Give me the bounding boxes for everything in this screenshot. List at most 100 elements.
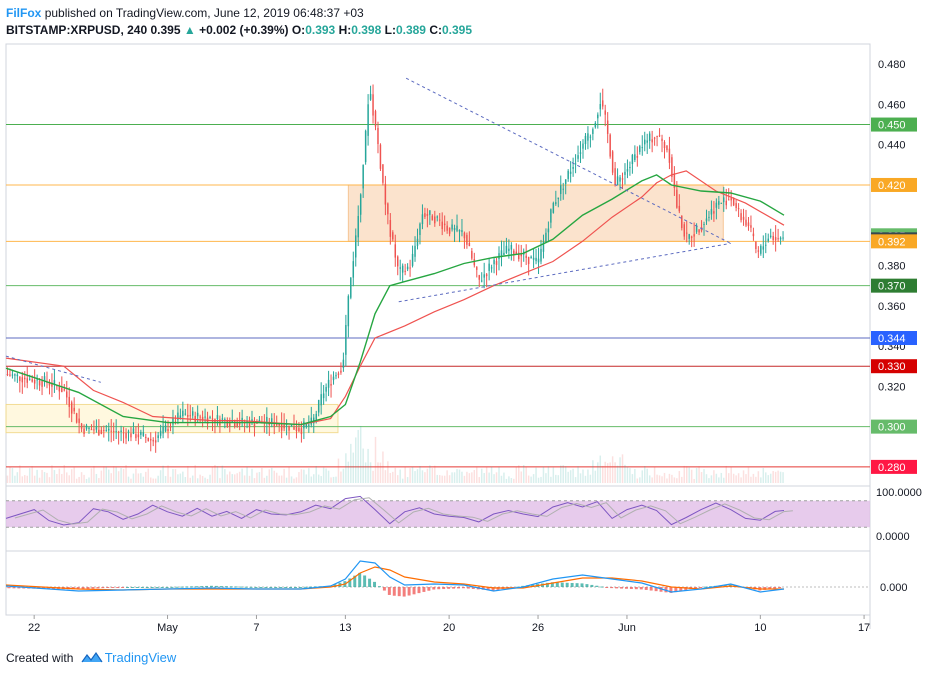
candle-body [582,143,584,149]
volume-bar [322,467,325,483]
volume-bar [441,475,443,483]
volume-bar [108,469,110,483]
volume-bar [708,478,710,483]
candle-body [760,245,762,254]
candle-body [710,209,713,215]
macd-histogram-bar [674,587,678,593]
macd-histogram-bar [111,587,115,588]
macd-histogram-bar [432,587,436,590]
volume-bar [271,467,273,483]
volume-bar [663,472,666,483]
volume-bar [229,471,231,483]
price-badge-label: 0.392 [878,236,906,248]
volume-bar [112,466,115,483]
candle-body [461,230,463,233]
macd-histogram-bar [669,587,673,593]
price-badge-label: 0.420 [878,180,906,192]
macd-histogram-bar [150,587,154,588]
candle-body [500,250,503,258]
volume-bar [572,468,574,483]
volume-bar [275,472,278,483]
candle-body [80,423,83,429]
volume-bar [698,466,700,483]
candle-body [505,245,508,254]
candle-body [409,267,411,269]
volume-bar [727,473,730,483]
candle-body [11,374,14,376]
macd-histogram-bar [229,586,233,588]
volume-bar [424,472,426,483]
volume-bar [614,462,616,483]
price-badge-label: 0.370 [878,281,906,293]
candle-body [377,127,379,145]
volume-bar [187,466,189,483]
volume-bar [219,478,221,483]
volume-bar [317,474,320,483]
candle-body [305,423,308,428]
candle-body [105,430,108,432]
candle-body [579,152,582,154]
moving-average-green [5,174,785,426]
volume-bar [233,474,236,483]
candle-body [626,169,629,172]
candle-body [777,238,779,240]
candle-body [177,412,179,421]
candle-body [688,234,690,239]
volume-bar [103,466,105,483]
macd-histogram-bar [620,587,624,589]
volume-bar [241,468,243,483]
macd-histogram-bar [605,587,609,588]
volume-bar [142,476,145,483]
low-value: 0.389 [395,23,426,37]
candle-body [476,267,478,270]
trendline-1 [398,242,731,303]
volume-bar [505,478,508,483]
macd-histogram-bar [457,587,460,589]
volume-bar [646,468,648,483]
candle-body [695,225,698,232]
candle-body [293,426,295,430]
volume-bar [643,466,646,483]
volume-bar [157,475,159,483]
candle-body [33,379,36,384]
macd-histogram-bar [313,586,317,588]
candle-body [145,436,147,439]
volume-bar [493,474,495,483]
macd-histogram-bar [130,587,134,588]
symbol-label: BITSTAMP:XRPUSD, 240 [6,23,148,37]
candle-body [436,216,438,218]
volume-bar [503,472,505,483]
candle-body [266,416,268,423]
macd-histogram-bar [363,575,367,587]
candle-body [720,202,723,204]
macd-histogram-bar [422,587,426,592]
candle-body [705,218,708,222]
candle-body [629,167,631,169]
candle-body [621,178,624,180]
macd-histogram-bar [165,587,169,588]
candle-body [584,135,587,145]
volume-bar [653,466,656,483]
price-chart[interactable]: 0.4800.4600.4400.3800.3600.3400.3200.450… [0,0,939,645]
volume-bar [295,477,298,483]
macd-histogram-bar [274,587,278,588]
candle-body [130,433,132,438]
candle-body [31,379,33,382]
candle-body [162,426,164,434]
time-tick-label: 13 [339,622,351,634]
candle-body [95,427,98,430]
candle-body [63,389,66,391]
volume-bar [362,448,364,483]
macd-signal-line [5,566,784,591]
volume-bar [313,474,315,483]
volume-bar [201,475,204,483]
author-name[interactable]: FilFox [6,6,42,20]
candle-body [345,325,347,355]
price-tick-label: 0.440 [878,140,906,152]
volume-bar [248,475,251,483]
tradingview-link[interactable]: TradingView [104,650,177,665]
candle-body [732,198,735,206]
candle-body [295,427,298,432]
volume-bar [70,469,73,483]
candle-body [592,129,594,134]
